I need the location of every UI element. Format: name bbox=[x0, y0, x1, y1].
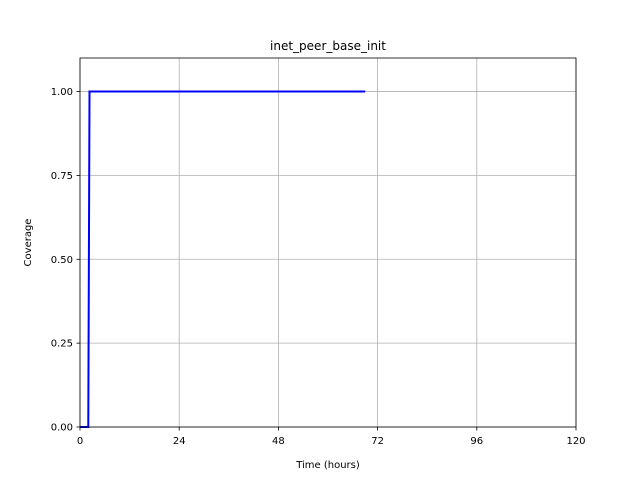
x-tick-label-1: 24 bbox=[173, 436, 186, 447]
y-axis-label: Coverage bbox=[23, 219, 34, 267]
x-tick-label-4: 96 bbox=[470, 436, 483, 447]
x-axis-label: Time (hours) bbox=[295, 460, 360, 471]
y-tick-label-2: 0.50 bbox=[51, 255, 73, 266]
x-tick-label-5: 120 bbox=[566, 436, 585, 447]
chart-title: inet_peer_base_init bbox=[270, 39, 386, 53]
y-tick-label-1: 0.25 bbox=[51, 339, 73, 350]
y-tick-label-4: 1.00 bbox=[51, 87, 73, 98]
x-tick-label-2: 48 bbox=[272, 436, 285, 447]
x-tick-label-0: 0 bbox=[77, 436, 83, 447]
y-tick-label-3: 0.75 bbox=[51, 171, 73, 182]
x-tick-label-3: 72 bbox=[371, 436, 384, 447]
y-tick-label-0: 0.00 bbox=[51, 423, 73, 434]
